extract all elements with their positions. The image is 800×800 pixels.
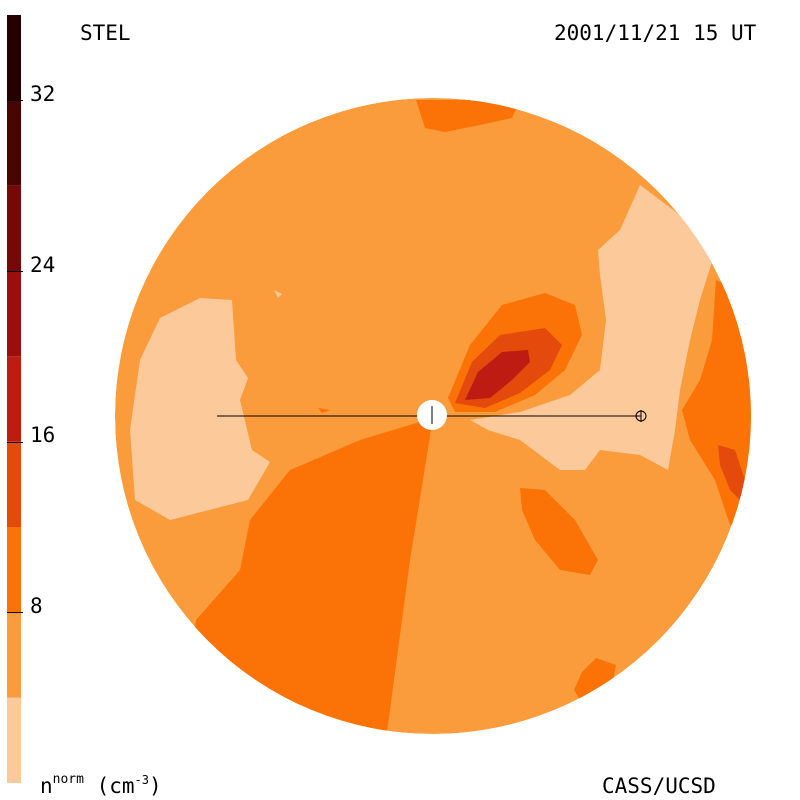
colorbar-tick-label-8: 8 bbox=[30, 594, 43, 618]
colorbar-band bbox=[7, 441, 21, 527]
earth-icon bbox=[635, 410, 647, 422]
colorbar bbox=[7, 15, 21, 783]
dense-region-south bbox=[574, 658, 616, 700]
colorbar-band bbox=[7, 271, 21, 357]
unit-open: (cm bbox=[83, 774, 135, 798]
fleck bbox=[274, 290, 282, 298]
dense-region-east-edge bbox=[682, 280, 751, 525]
dense-region-southeast bbox=[520, 488, 598, 575]
colorbar-band bbox=[7, 697, 21, 783]
fleck bbox=[318, 408, 330, 413]
core-region-peak bbox=[465, 350, 530, 400]
colorbar-band bbox=[7, 356, 21, 442]
unit-exponent: -3 bbox=[134, 773, 149, 787]
light-region-west bbox=[130, 298, 270, 520]
colorbar-tick-label-24: 24 bbox=[30, 253, 56, 277]
unit-close: ) bbox=[149, 774, 162, 798]
colorbar-band bbox=[7, 527, 21, 613]
timestamp-label: 2001/11/21 15 UT bbox=[554, 21, 757, 45]
light-region-east bbox=[470, 185, 712, 470]
instrument-label: STEL bbox=[80, 21, 131, 45]
unit-base: n bbox=[40, 774, 53, 798]
dense-region-southwest bbox=[180, 418, 433, 734]
colorbar-band bbox=[7, 15, 21, 101]
colorbar-band bbox=[7, 612, 21, 698]
colorbar-band bbox=[7, 100, 21, 186]
colorbar-tick-label-16: 16 bbox=[30, 423, 56, 447]
colorbar-tick bbox=[7, 271, 23, 272]
colorbar-band bbox=[7, 185, 21, 271]
unit-superscript: norm bbox=[52, 772, 84, 787]
colorbar-tick bbox=[7, 442, 23, 443]
core-region-east bbox=[718, 445, 745, 500]
colorbar-tick bbox=[7, 100, 23, 101]
colorbar-tick-label-32: 32 bbox=[30, 82, 56, 106]
credit-label: CASS/UCSD bbox=[602, 774, 716, 798]
dense-region-top bbox=[416, 100, 520, 132]
colorbar-tick bbox=[7, 612, 23, 613]
colorbar-unit-label: nnorm (cm-3) bbox=[40, 773, 162, 798]
